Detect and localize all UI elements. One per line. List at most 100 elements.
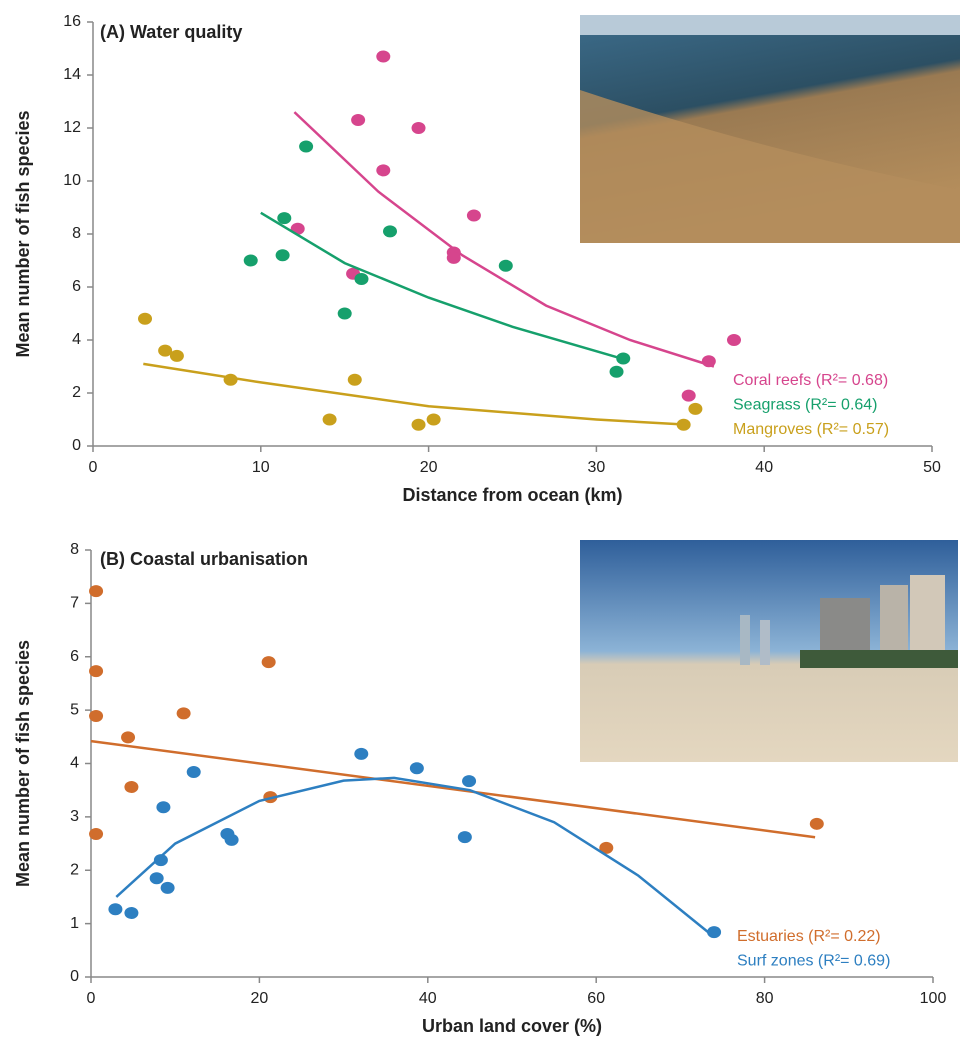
x-tick-label: 20 bbox=[420, 459, 438, 476]
point bbox=[411, 418, 426, 431]
point bbox=[169, 349, 184, 362]
x-tick-label: 40 bbox=[755, 459, 773, 476]
chart-title: (B) Coastal urbanisation bbox=[100, 549, 308, 569]
point bbox=[347, 373, 362, 386]
photo-beach bbox=[580, 540, 958, 762]
point bbox=[277, 212, 292, 225]
y-axis-label: Mean number of fish species bbox=[13, 640, 33, 887]
point bbox=[89, 665, 104, 678]
point bbox=[153, 854, 168, 867]
x-tick-label: 40 bbox=[419, 990, 437, 1007]
point bbox=[176, 707, 191, 720]
y-tick-label: 6 bbox=[72, 278, 81, 295]
point bbox=[688, 402, 703, 415]
legend-entry: Seagrass (R²= 0.64) bbox=[733, 397, 878, 414]
point bbox=[156, 801, 171, 814]
fit-line bbox=[260, 211, 622, 360]
y-tick-label: 12 bbox=[63, 119, 81, 136]
point bbox=[609, 365, 624, 378]
y-tick-label: 14 bbox=[63, 66, 81, 83]
y-tick-label: 6 bbox=[70, 648, 79, 665]
point bbox=[426, 413, 441, 426]
point bbox=[376, 50, 391, 63]
point bbox=[498, 259, 513, 272]
x-tick-label: 80 bbox=[756, 990, 774, 1007]
y-tick-label: 8 bbox=[70, 541, 79, 558]
x-axis-label: Urban land cover (%) bbox=[422, 1016, 602, 1036]
point bbox=[89, 709, 104, 722]
y-tick-label: 5 bbox=[70, 701, 79, 718]
point bbox=[457, 831, 472, 844]
point bbox=[701, 355, 716, 368]
point bbox=[409, 762, 424, 775]
point bbox=[322, 413, 337, 426]
x-tick-label: 100 bbox=[920, 990, 947, 1007]
y-tick-label: 2 bbox=[72, 384, 81, 401]
photo-estuary bbox=[580, 15, 960, 243]
legend-entry: Mangroves (R²= 0.57) bbox=[733, 421, 889, 438]
y-tick-label: 4 bbox=[70, 755, 79, 772]
point bbox=[299, 140, 314, 153]
point bbox=[160, 881, 175, 894]
x-tick-label: 10 bbox=[252, 459, 270, 476]
point bbox=[616, 352, 631, 365]
point bbox=[354, 747, 369, 760]
point bbox=[243, 254, 258, 267]
point bbox=[337, 307, 352, 320]
point bbox=[158, 344, 173, 357]
point bbox=[809, 817, 824, 830]
point bbox=[138, 312, 153, 325]
point bbox=[89, 827, 104, 840]
y-tick-label: 0 bbox=[70, 968, 79, 985]
point bbox=[462, 775, 477, 788]
y-tick-label: 10 bbox=[63, 172, 81, 189]
y-tick-label: 3 bbox=[70, 808, 79, 825]
y-tick-label: 7 bbox=[70, 595, 79, 612]
y-tick-label: 2 bbox=[70, 861, 79, 878]
y-tick-label: 16 bbox=[63, 13, 81, 30]
point bbox=[726, 334, 741, 346]
fit-line bbox=[115, 776, 715, 938]
point bbox=[599, 841, 614, 854]
y-tick-label: 1 bbox=[70, 915, 79, 932]
point bbox=[466, 209, 481, 222]
point bbox=[89, 585, 104, 598]
x-tick-label: 0 bbox=[89, 459, 98, 476]
y-axis-label: Mean number of fish species bbox=[13, 110, 33, 357]
point bbox=[124, 906, 139, 919]
fit-line bbox=[293, 111, 715, 368]
point bbox=[224, 833, 239, 846]
point bbox=[186, 766, 201, 779]
point bbox=[676, 418, 691, 431]
x-tick-label: 0 bbox=[87, 990, 96, 1007]
fit-line bbox=[143, 362, 689, 427]
point bbox=[124, 780, 139, 793]
x-tick-label: 60 bbox=[587, 990, 605, 1007]
point bbox=[149, 872, 164, 885]
point bbox=[354, 273, 369, 286]
point bbox=[108, 903, 123, 916]
x-tick-label: 50 bbox=[923, 459, 941, 476]
legend-entry: Coral reefs (R²= 0.68) bbox=[733, 372, 888, 389]
point bbox=[223, 373, 238, 386]
point bbox=[446, 251, 461, 264]
point bbox=[383, 225, 398, 238]
point bbox=[261, 656, 276, 669]
x-tick-label: 30 bbox=[588, 459, 606, 476]
y-tick-label: 8 bbox=[72, 225, 81, 242]
point bbox=[681, 389, 696, 402]
x-axis-label: Distance from ocean (km) bbox=[402, 485, 622, 505]
x-tick-label: 20 bbox=[251, 990, 269, 1007]
legend-entry: Surf zones (R²= 0.69) bbox=[737, 953, 890, 970]
point bbox=[376, 164, 391, 177]
point bbox=[275, 249, 290, 262]
point bbox=[121, 731, 136, 744]
point bbox=[351, 114, 366, 127]
y-tick-label: 0 bbox=[72, 437, 81, 454]
fit-line bbox=[90, 739, 816, 839]
point bbox=[411, 122, 426, 134]
y-tick-label: 4 bbox=[72, 331, 81, 348]
legend-entry: Estuaries (R²= 0.22) bbox=[737, 928, 881, 945]
